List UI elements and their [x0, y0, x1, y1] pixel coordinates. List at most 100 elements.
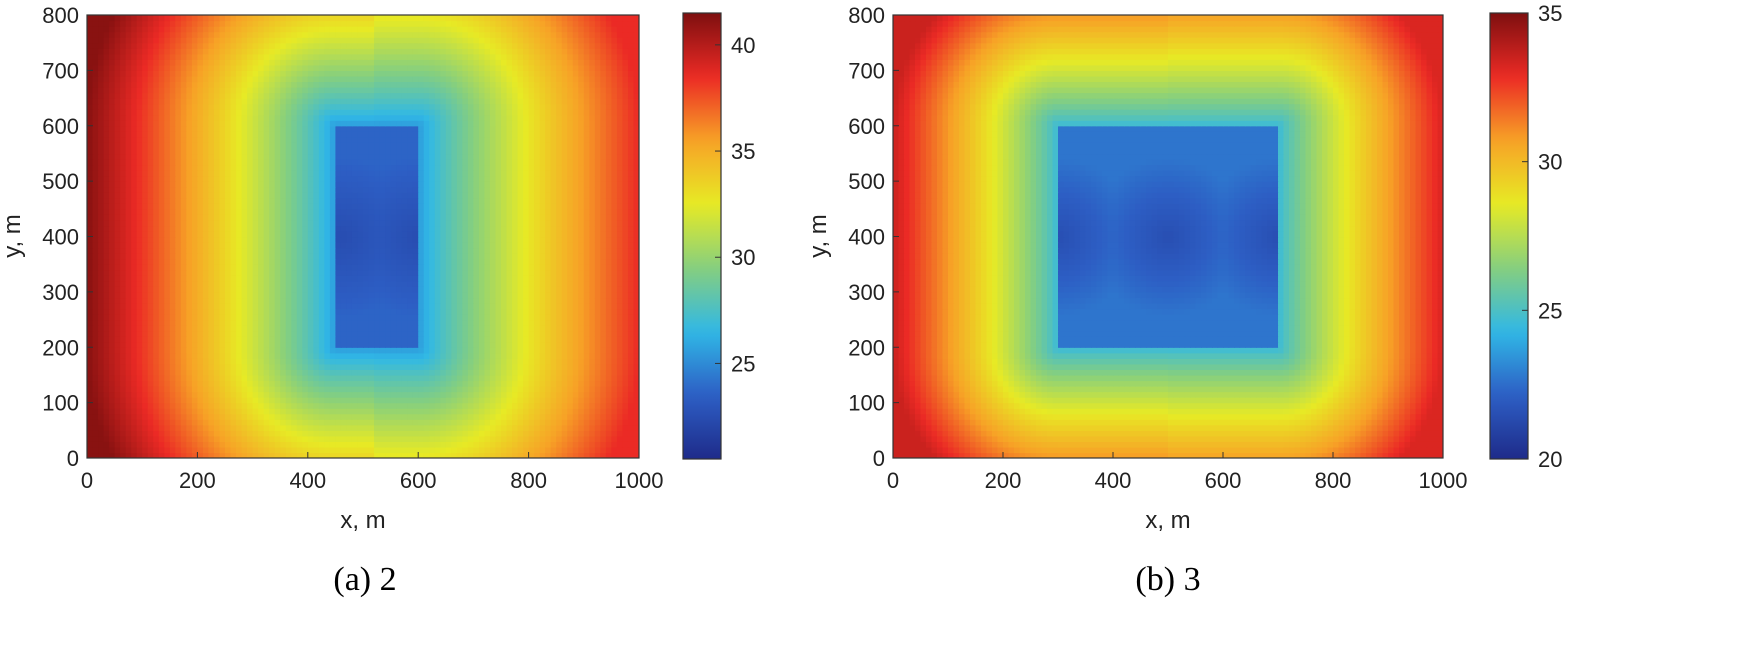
- heatmap-cell: [622, 197, 629, 204]
- heatmap-cell: [213, 330, 221, 337]
- heatmap-cell: [374, 347, 381, 354]
- heatmap-cell: [440, 208, 447, 215]
- heatmap-cell: [346, 319, 353, 326]
- heatmap-cell: [280, 214, 287, 221]
- heatmap-cell: [379, 441, 386, 448]
- heatmap-cell: [142, 391, 149, 398]
- heatmap-cell: [401, 441, 408, 448]
- heatmap-cell: [247, 230, 254, 238]
- heatmap-cell: [495, 214, 502, 221]
- heatmap-cell: [396, 424, 403, 431]
- heatmap-cell: [158, 341, 165, 348]
- heatmap-cell: [561, 236, 568, 243]
- heatmap-cell: [616, 319, 624, 326]
- heatmap-cell: [462, 413, 469, 420]
- heatmap-cell: [478, 286, 486, 293]
- heatmap-cell: [418, 291, 425, 299]
- heatmap-cell: [633, 358, 639, 365]
- heatmap-cell: [423, 424, 430, 431]
- heatmap-cell: [335, 446, 342, 454]
- heatmap-cell: [125, 402, 132, 409]
- heatmap-cell: [87, 286, 94, 293]
- heatmap-cell: [495, 203, 502, 210]
- heatmap-cell: [142, 264, 149, 271]
- heatmap-cell: [318, 291, 325, 299]
- heatmap-cell: [627, 225, 635, 232]
- heatmap-cell: [87, 236, 94, 243]
- heatmap-cell: [462, 286, 469, 293]
- heatmap-cell: [147, 352, 154, 359]
- heatmap-cell: [114, 308, 121, 315]
- heatmap-cell: [407, 225, 414, 232]
- heatmap-cell: [247, 419, 254, 426]
- heatmap-cell: [247, 380, 254, 387]
- heatmap-cell: [622, 236, 629, 243]
- heatmap-cell: [396, 219, 403, 227]
- heatmap-cell: [252, 186, 259, 193]
- heatmap-cell: [467, 297, 474, 304]
- heatmap-cell: [451, 236, 458, 243]
- heatmap-cell: [208, 347, 215, 354]
- heatmap-cell: [484, 391, 491, 398]
- heatmap-cell: [191, 441, 198, 448]
- heatmap-cell: [258, 424, 265, 431]
- heatmap-cell: [484, 380, 491, 387]
- heatmap-cell: [418, 242, 425, 249]
- heatmap-cell: [274, 225, 281, 232]
- heatmap-cell: [346, 253, 353, 260]
- heatmap-cell: [517, 308, 524, 315]
- heatmap-cell: [434, 363, 441, 370]
- heatmap-cell: [169, 291, 176, 299]
- heatmap-cell: [307, 435, 314, 442]
- heatmap-cell: [318, 308, 325, 315]
- heatmap-cell: [434, 430, 441, 437]
- heatmap-cell: [589, 380, 596, 387]
- heatmap-cell: [379, 192, 386, 199]
- heatmap-cell: [87, 186, 94, 193]
- heatmap-cell: [473, 275, 480, 282]
- heatmap-cell: [136, 336, 143, 343]
- heatmap-cell: [230, 225, 237, 232]
- heatmap-cell: [131, 236, 138, 243]
- heatmap-cell: [114, 242, 121, 249]
- heatmap-cell: [572, 230, 579, 238]
- heatmap-cell: [445, 408, 452, 415]
- heatmap-cell: [368, 225, 375, 232]
- heatmap-cell: [578, 347, 585, 354]
- heatmap-cell: [489, 363, 497, 370]
- heatmap-cell: [186, 441, 193, 448]
- heatmap-cell: [291, 314, 298, 321]
- heatmap-cell: [578, 330, 585, 337]
- heatmap-cell: [318, 264, 325, 271]
- heatmap-cell: [611, 341, 618, 348]
- heatmap-cell: [561, 208, 568, 215]
- heatmap-cell: [412, 181, 419, 188]
- heatmap-cell: [379, 275, 386, 282]
- heatmap-cell: [379, 258, 386, 265]
- heatmap-cell: [434, 347, 441, 354]
- heatmap-cell: [346, 186, 353, 193]
- heatmap-cell: [153, 253, 160, 260]
- heatmap-cell: [572, 352, 579, 359]
- heatmap-cell: [307, 380, 314, 387]
- heatmap-cell: [340, 280, 348, 287]
- heatmap-cell: [534, 336, 541, 343]
- heatmap-cell: [258, 225, 265, 232]
- heatmap-cell: [407, 374, 414, 382]
- heatmap-cell: [539, 297, 546, 304]
- heatmap-cell: [180, 275, 187, 282]
- heatmap-cell: [191, 253, 198, 260]
- heatmap-cell: [501, 219, 508, 227]
- heatmap-cell: [412, 402, 419, 409]
- heatmap-cell: [87, 446, 94, 454]
- heatmap-cell: [473, 291, 480, 299]
- heatmap-cell: [296, 203, 303, 210]
- heatmap-cell: [120, 413, 127, 420]
- heatmap-cell: [412, 230, 419, 238]
- heatmap-cell: [357, 402, 364, 409]
- heatmap-cell: [583, 341, 590, 348]
- heatmap-cell: [285, 253, 292, 260]
- heatmap-cell: [219, 214, 226, 221]
- heatmap-cell: [478, 269, 486, 276]
- heatmap-cell: [98, 280, 105, 287]
